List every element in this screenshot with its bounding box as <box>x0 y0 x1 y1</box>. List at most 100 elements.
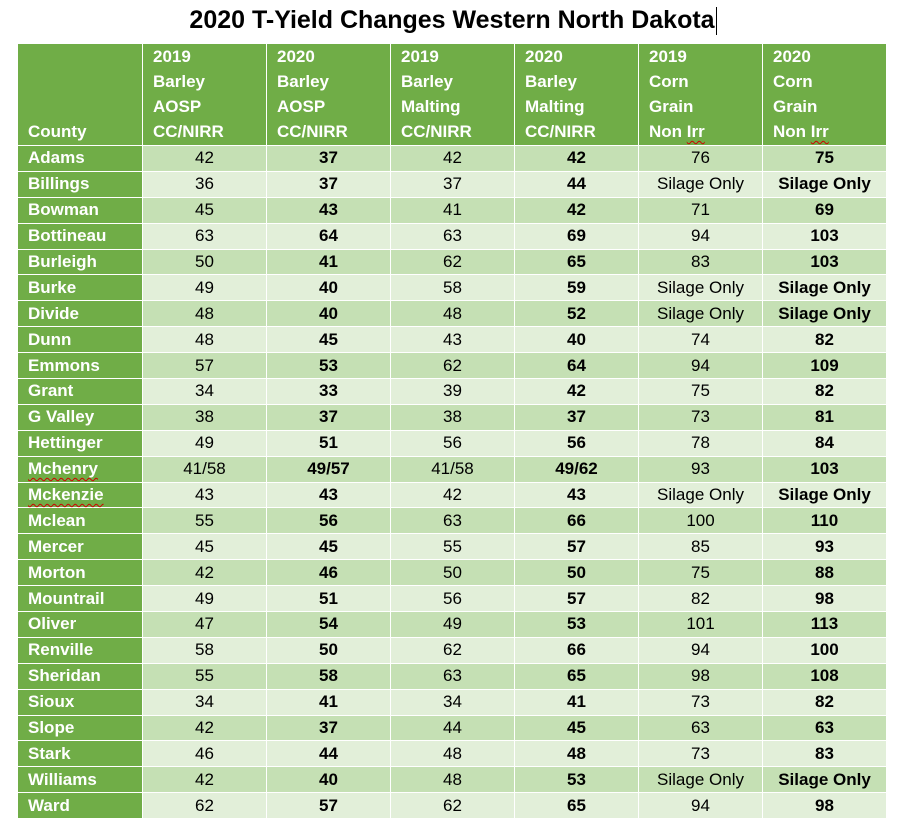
value-cell: 62 <box>390 248 515 276</box>
header-line: 2020 <box>277 47 315 66</box>
county-name: Bottineau <box>28 226 107 246</box>
county-cell: Billings <box>17 170 143 198</box>
value-cell: 78 <box>638 429 763 457</box>
county-name: Stark <box>28 743 71 763</box>
header-line: Corn <box>649 72 689 91</box>
header-word: Non <box>773 122 811 141</box>
table-row: Bottineau 63 64 63 69 94 103 <box>17 222 887 250</box>
value-cell: 55 <box>390 533 515 561</box>
header-line: Malting <box>525 97 585 116</box>
value-cell: 50 <box>142 248 267 276</box>
county-cell: Adams <box>17 145 143 172</box>
value-cell: 66 <box>514 507 639 535</box>
value-cell: 45 <box>266 533 391 561</box>
county-cell: Mchenry <box>17 455 143 483</box>
value-cell: 42 <box>514 378 639 405</box>
header-line: 2019 <box>153 47 191 66</box>
value-cell: 49/62 <box>514 455 639 483</box>
county-cell: Morton <box>17 559 143 587</box>
county-cell: Bowman <box>17 196 143 224</box>
value-cell: 40 <box>266 300 391 328</box>
value-cell: 94 <box>638 792 763 820</box>
value-cell: 57 <box>514 585 639 613</box>
table-row: Slope 42 37 44 45 63 63 <box>17 714 887 742</box>
county-cell: G Valley <box>17 403 143 431</box>
value-cell: Silage Only <box>762 481 887 509</box>
value-cell: 48 <box>390 300 515 328</box>
county-name: Slope <box>28 718 75 738</box>
county-cell: Slope <box>17 714 143 742</box>
header-line: 2020 <box>525 47 563 66</box>
value-cell: 65 <box>514 662 639 690</box>
table-row: Oliver 47 54 49 53 101 113 <box>17 611 887 638</box>
header-line: CC/NIRR <box>525 122 596 141</box>
value-cell: 82 <box>638 585 763 613</box>
value-cell: Silage Only <box>638 481 763 509</box>
county-name: Mclean <box>28 510 86 530</box>
header-county: County <box>17 43 143 146</box>
table-row: G Valley 38 37 38 37 73 81 <box>17 403 887 431</box>
value-cell: 41 <box>390 196 515 224</box>
value-cell: 108 <box>762 662 887 690</box>
county-name: Emmons <box>28 355 100 375</box>
county-cell: Mclean <box>17 507 143 535</box>
value-cell: 42 <box>390 145 515 172</box>
header-line: Non Irr <box>773 119 886 144</box>
header-line: AOSP <box>153 97 202 116</box>
value-cell: 50 <box>390 559 515 587</box>
value-cell: 33 <box>266 378 391 405</box>
t-yield-table: County 2019 Barley AOSP CC/NIRR 2020 Barley AOS… <box>17 43 887 820</box>
value-cell: 94 <box>638 636 763 664</box>
county-name: Bowman <box>28 200 99 220</box>
value-cell: 38 <box>142 403 267 431</box>
value-cell: 82 <box>762 378 887 405</box>
value-cell: 40 <box>514 326 639 354</box>
value-cell: 100 <box>762 636 887 664</box>
table-header: County 2019 Barley AOSP CC/NIRR 2020 Barley AOS… <box>17 43 887 146</box>
value-cell: 41 <box>514 688 639 716</box>
header-line: CC/NIRR <box>153 122 224 141</box>
header-line: Barley <box>401 72 453 91</box>
value-cell: 38 <box>390 403 515 431</box>
table-row: Morton 42 46 50 50 75 88 <box>17 559 887 587</box>
value-cell: 57 <box>142 352 267 380</box>
county-cell: Bottineau <box>17 222 143 250</box>
value-cell: 48 <box>390 740 515 768</box>
value-cell: 49 <box>142 429 267 457</box>
value-cell: 45 <box>266 326 391 354</box>
table-row: Grant 34 33 39 42 75 82 <box>17 378 887 405</box>
header-col-2: 2020 Barley AOSP CC/NIRR <box>266 43 391 146</box>
value-cell: 82 <box>762 326 887 354</box>
value-cell: 48 <box>514 740 639 768</box>
value-cell: 82 <box>762 688 887 716</box>
value-cell: 83 <box>638 248 763 276</box>
table-row: Burleigh 50 41 62 65 83 103 <box>17 248 887 276</box>
header-line: Grain <box>773 97 818 116</box>
table-row: Mountrail 49 51 56 57 82 98 <box>17 585 887 613</box>
value-cell: 73 <box>638 403 763 431</box>
value-cell: 44 <box>266 740 391 768</box>
value-cell: 81 <box>762 403 887 431</box>
county-name: Mckenzie <box>28 485 104 505</box>
table-row: Burke 49 40 58 59 Silage Only Silage Only <box>17 274 887 302</box>
value-cell: Silage Only <box>762 274 887 302</box>
county-name: Billings <box>28 174 90 194</box>
value-cell: 46 <box>142 740 267 768</box>
county-name: Divide <box>28 303 80 323</box>
table-row: Billings 36 37 37 44 Silage Only Silage Only <box>17 170 887 198</box>
county-name: Dunn <box>28 329 72 349</box>
value-cell: 88 <box>762 559 887 587</box>
header-line: Grain <box>649 97 694 116</box>
value-cell: 34 <box>390 688 515 716</box>
county-name: Burleigh <box>28 252 97 271</box>
value-cell: 58 <box>266 662 391 690</box>
value-cell: 43 <box>514 481 639 509</box>
value-cell: 42 <box>390 481 515 509</box>
value-cell: Silage Only <box>762 170 887 198</box>
value-cell: 37 <box>266 145 391 172</box>
value-cell: 94 <box>638 222 763 250</box>
header-line: Malting <box>401 97 461 116</box>
county-name: Burke <box>28 277 77 297</box>
header-line: Non Irr <box>649 119 762 144</box>
value-cell: 42 <box>142 714 267 742</box>
